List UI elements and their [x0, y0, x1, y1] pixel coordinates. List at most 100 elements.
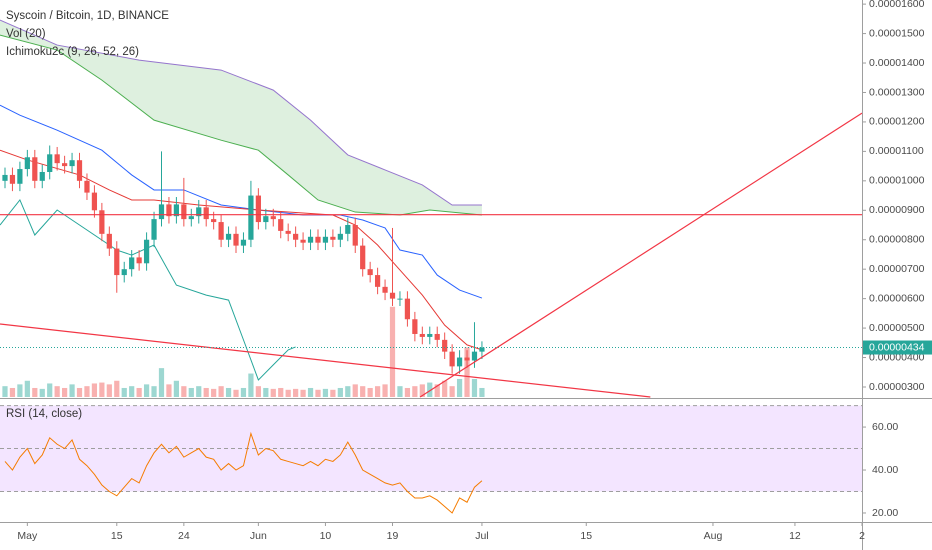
candle-body: [352, 225, 358, 246]
volume-bar: [143, 384, 150, 397]
x-tick-label: 19: [387, 530, 399, 542]
x-tick-label: May: [17, 530, 38, 542]
volume-bar: [225, 387, 232, 397]
candle-body: [9, 174, 16, 184]
candle-body: [188, 216, 194, 220]
candle-body: [62, 163, 68, 167]
y-tick-label: 0.00001200: [869, 116, 925, 128]
volume-bar: [322, 388, 329, 397]
candle-body: [255, 195, 261, 223]
volume-bar: [17, 384, 23, 397]
rsi-tick-label: 40.00: [872, 464, 898, 476]
candle-body: [166, 204, 172, 217]
candle-body: [151, 219, 157, 240]
candle-body: [345, 225, 351, 234]
ichimoku-cloud: [0, 20, 482, 215]
candle-body: [114, 248, 120, 276]
candle-body: [434, 333, 440, 340]
candle-body: [121, 269, 127, 276]
candle-body: [32, 157, 38, 181]
x-tick-label: Jul: [475, 530, 488, 542]
volume-bar: [129, 386, 135, 397]
volume-bar: [427, 382, 433, 397]
volume-bar: [106, 384, 112, 397]
x-tick-label: 24: [178, 530, 190, 542]
volume-bar: [456, 378, 463, 397]
volume-bar: [188, 387, 194, 397]
volume-bar: [360, 386, 366, 397]
y-tick-label: 0.00001500: [869, 27, 925, 39]
volume-bar: [352, 384, 358, 397]
rsi-line: [4, 431, 483, 514]
candle-body: [91, 192, 98, 211]
candle-body: [427, 333, 433, 337]
volume-bar: [39, 388, 45, 397]
candle-body: [203, 207, 209, 220]
volume-bar: [151, 386, 157, 397]
candle-body: [69, 160, 75, 167]
volume-bar: [389, 306, 396, 397]
volume-bar: [91, 383, 98, 397]
candle-body: [181, 204, 187, 220]
volume-bar: [69, 384, 75, 397]
candle-body: [84, 180, 90, 193]
y-tick-label: 0.00000500: [869, 322, 925, 334]
ichimoku-base: [0, 149, 483, 351]
candle-body: [464, 357, 470, 361]
chart-title: Syscoin / Bitcoin, 1D, BINANCE: [6, 10, 169, 22]
candle-body: [285, 230, 291, 234]
candle-body: [442, 339, 448, 352]
x-tick-label: 15: [111, 530, 123, 542]
volume-bar: [32, 387, 38, 397]
candle-body: [211, 219, 217, 223]
candle-body: [17, 169, 23, 184]
volume-bar: [449, 386, 455, 397]
volume-bar: [397, 386, 403, 397]
candle-body: [2, 174, 8, 181]
volume-bar: [442, 380, 448, 397]
candle-body: [449, 351, 455, 367]
plot-area: [0, 19, 863, 514]
volume-bar: [307, 387, 314, 397]
rsi-label: RSI (14, close): [6, 408, 82, 420]
volume-bar: [121, 387, 127, 397]
candle-body: [106, 233, 112, 249]
y-tick-label: 0.00000600: [869, 292, 925, 304]
volume-bar: [255, 386, 261, 397]
candle-body: [456, 357, 463, 367]
volume-bar: [412, 386, 418, 397]
volume-bar: [84, 386, 90, 397]
candle-body: [389, 292, 396, 299]
candle-body: [99, 210, 105, 234]
y-tick-label: 0.00001600: [869, 0, 925, 10]
volume-bar: [76, 387, 83, 397]
y-tick-label: 0.00001100: [869, 145, 924, 157]
x-tick-label: 2: [859, 530, 865, 542]
candle-body: [471, 351, 478, 361]
volume-bar: [9, 387, 16, 397]
volume-bar: [270, 388, 276, 397]
x-tick-label: 10: [320, 530, 332, 542]
volume-bar: [330, 389, 336, 397]
volume-bar: [136, 387, 142, 397]
candle-body: [76, 160, 83, 181]
candle-body: [293, 233, 299, 240]
volume-bar: [240, 387, 247, 397]
volume-bar: [211, 388, 217, 397]
volume-bar: [24, 380, 30, 397]
ichimoku-lagging: [0, 199, 296, 381]
candle-body: [307, 236, 314, 243]
candle-body: [225, 233, 232, 240]
rsi-tick-label: 20.00: [872, 507, 898, 519]
trend-line: [419, 112, 863, 398]
candle-body: [233, 233, 239, 246]
volume-bar: [263, 387, 269, 397]
volume-bar: [203, 387, 209, 397]
candle-body: [479, 347, 485, 352]
volume-bar: [434, 384, 440, 397]
volume-bar: [114, 380, 120, 397]
y-tick-label: 0.00001300: [869, 86, 925, 98]
candle-body: [360, 245, 366, 270]
last-price-label: 0.00000434: [869, 341, 925, 353]
